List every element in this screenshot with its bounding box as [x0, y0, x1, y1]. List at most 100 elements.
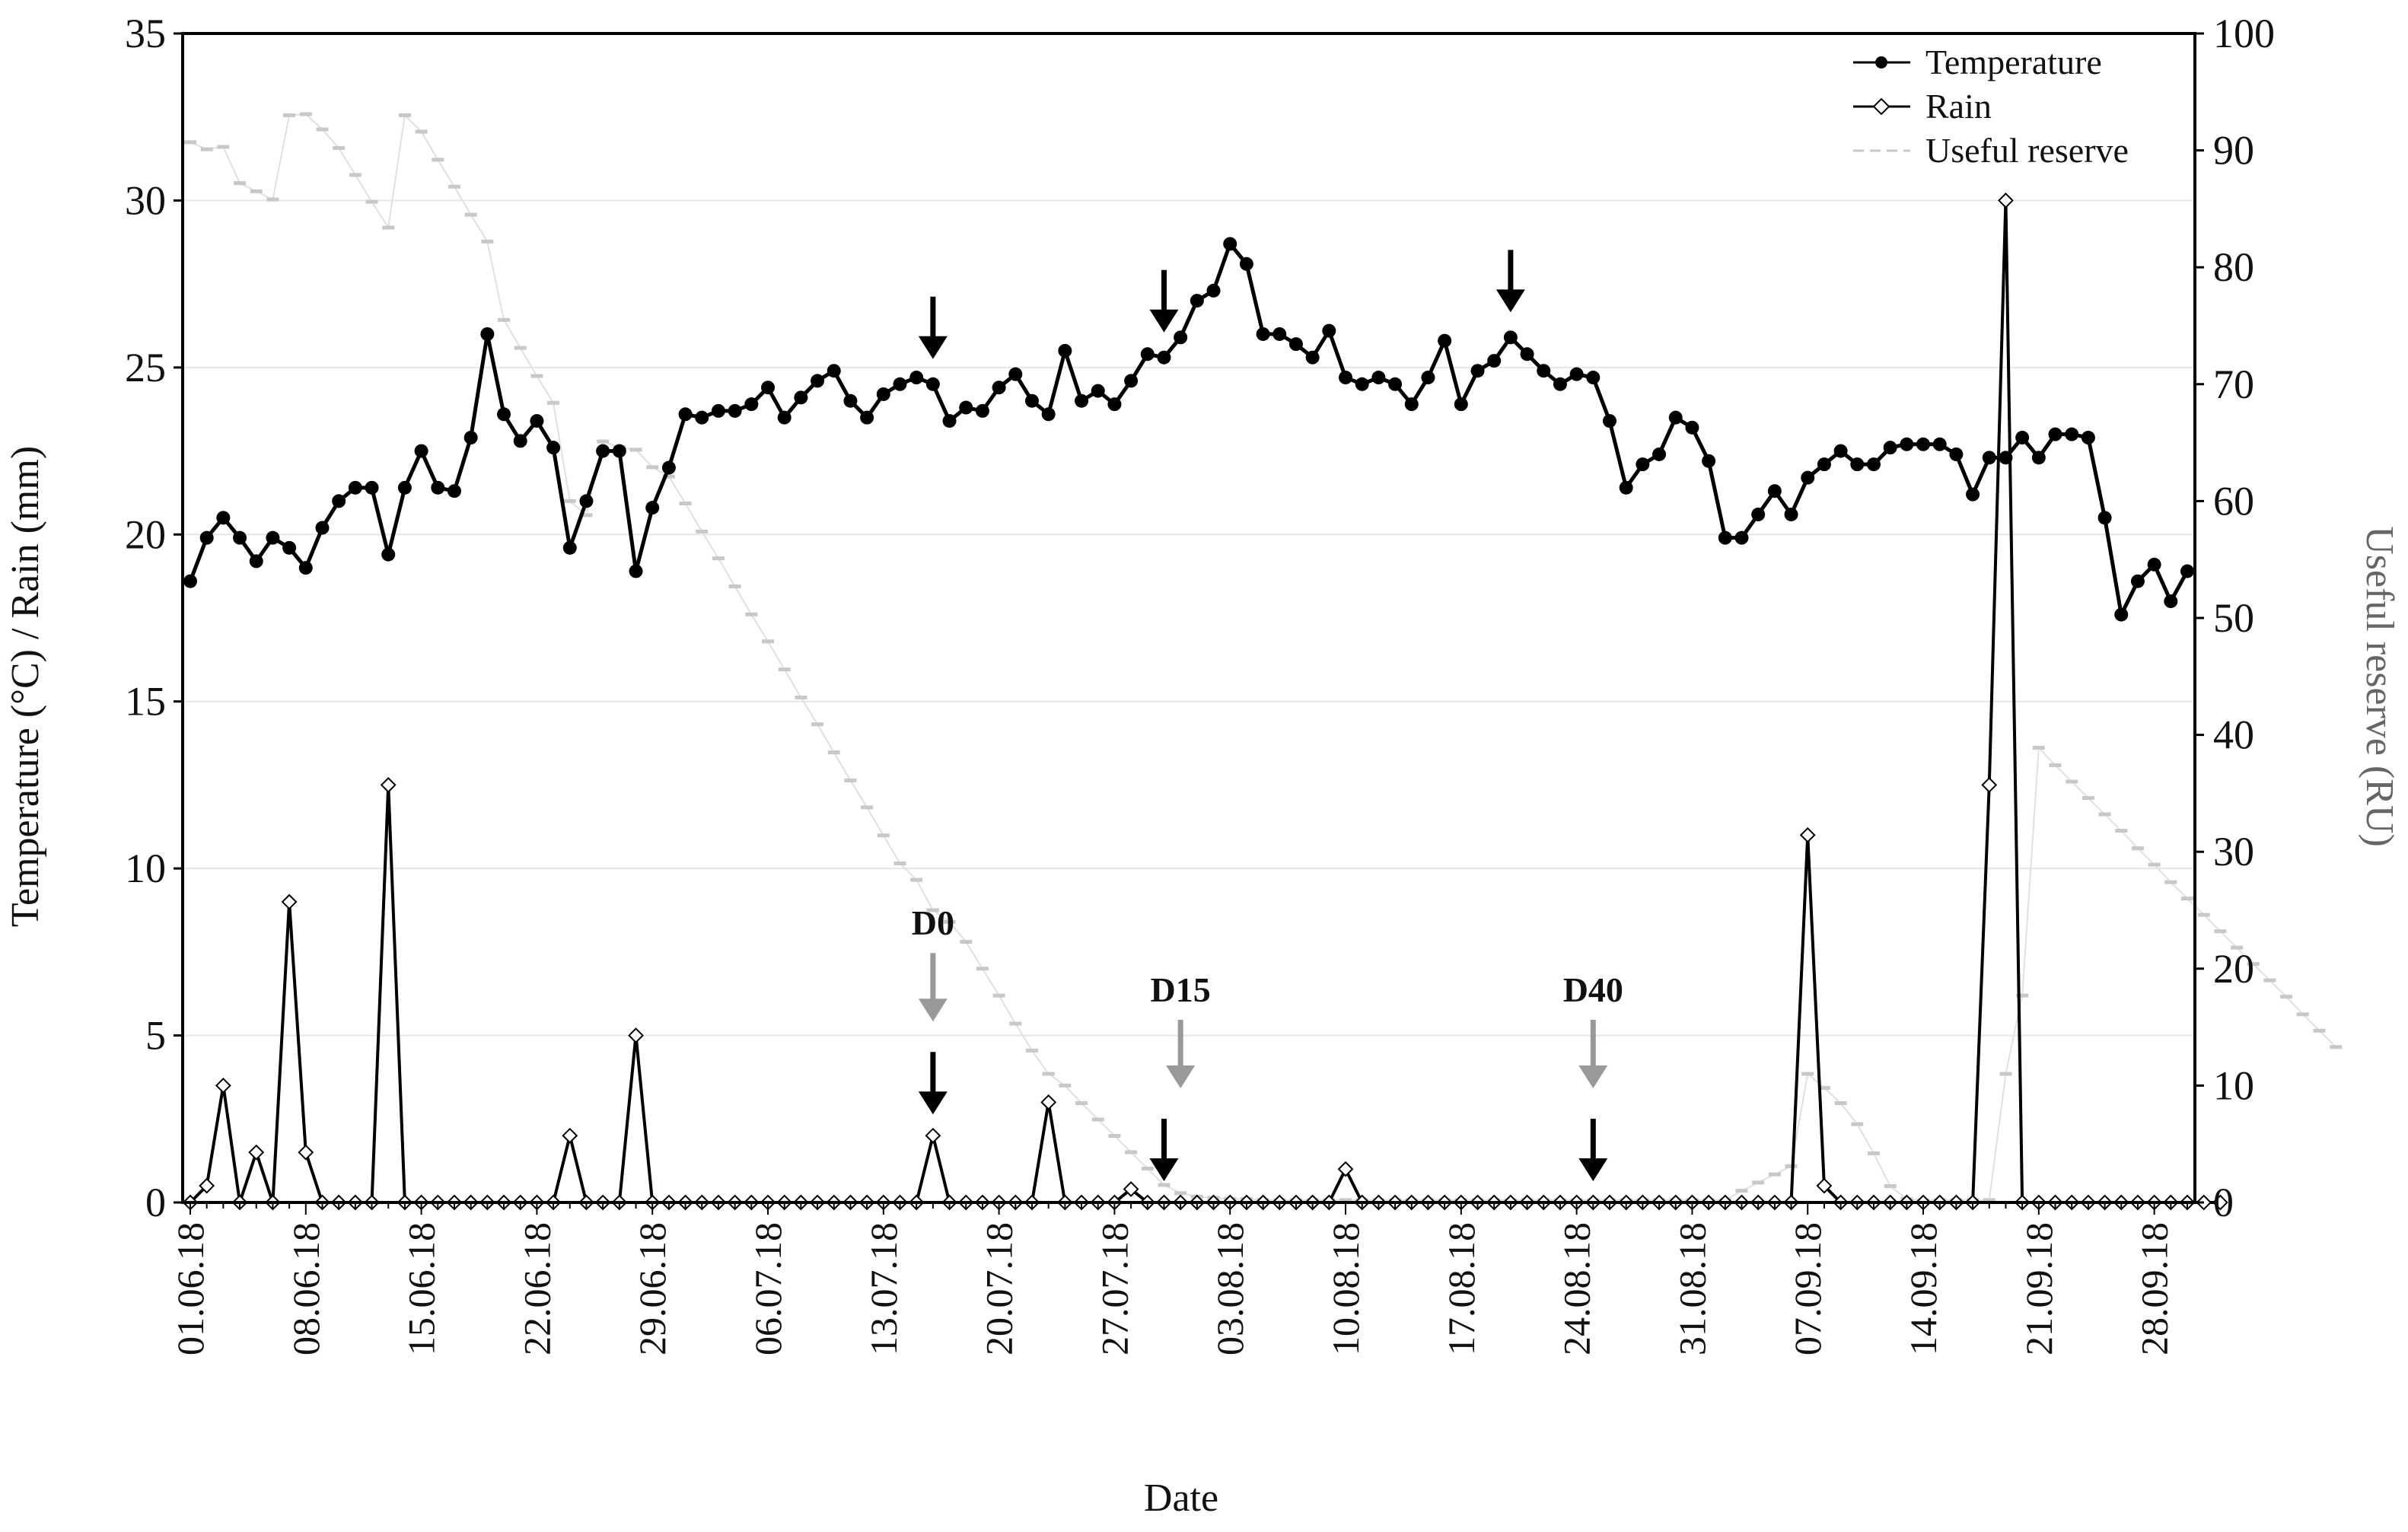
rain-event-arrow — [1149, 1119, 1179, 1181]
rain-point — [281, 893, 298, 910]
temperature-point — [1767, 484, 1782, 498]
sampling-day-label: D40 — [1563, 970, 1623, 1009]
rain-point — [248, 1144, 265, 1161]
sampling-day-arrow-head — [918, 999, 948, 1022]
temperature-point — [1751, 507, 1766, 521]
legend: Temperature Rain Useful reserve — [1827, 40, 2169, 177]
temperature-point — [1157, 350, 1171, 365]
y-tick-label: 35 — [125, 11, 166, 56]
rain-point — [1799, 827, 1816, 843]
rain-point — [562, 1127, 578, 1144]
rain-event-arrow-head — [1149, 1158, 1179, 1181]
temperature-point — [266, 530, 280, 545]
temperature-point — [777, 410, 792, 425]
x-tick-label: 20.07.18 — [978, 1222, 1021, 1355]
temperature-point — [1272, 326, 1287, 341]
rain-event-arrow — [918, 1052, 948, 1115]
temperature-point — [562, 540, 577, 555]
rain-point — [1998, 193, 2014, 209]
temperature-point — [711, 403, 725, 418]
temperature-point — [1355, 377, 1369, 391]
y2-axis-title: Useful reserve (RU) — [2358, 526, 2401, 847]
temperature-point — [2015, 431, 2030, 445]
temperature-event-arrow — [1495, 250, 1525, 313]
temperature-point — [1008, 367, 1023, 381]
rain-point — [215, 1077, 231, 1094]
temperature-point — [1553, 377, 1567, 391]
temperature-point — [1024, 393, 1039, 408]
temperature-point — [909, 371, 924, 385]
temperature-point — [1883, 441, 1897, 455]
temperature-point — [1223, 237, 1237, 251]
temperature-point — [1619, 480, 1633, 495]
temperature-point — [1140, 347, 1155, 362]
sampling-day-arrow-head — [1578, 1065, 1608, 1088]
temperature-point — [315, 521, 330, 535]
temperature-point — [992, 381, 1006, 395]
temperature-point — [1470, 364, 1485, 378]
y2-tick-label: 10 — [2213, 1062, 2254, 1108]
temperature-point — [1586, 371, 1601, 385]
rain-point — [1981, 777, 1998, 793]
temperature-point — [546, 441, 561, 455]
temperature-point — [1537, 364, 1551, 378]
temperature-point — [1256, 326, 1270, 341]
y2-tick-label: 30 — [2213, 829, 2254, 874]
temperature-point — [1999, 451, 2013, 465]
temperature-point — [1850, 457, 1865, 472]
temperature-point — [744, 397, 759, 412]
y2-tick-label: 50 — [2213, 595, 2254, 641]
temperature-point — [1288, 337, 1303, 352]
temperature-point — [2147, 557, 2161, 572]
temperature-point — [1801, 470, 1815, 485]
y2-tick-label: 40 — [2213, 712, 2254, 758]
temperature-point — [530, 414, 544, 428]
temperature-point — [860, 410, 874, 425]
rain-event-arrow — [1578, 1119, 1608, 1181]
sampling-day-label: D0 — [912, 903, 954, 942]
temperature-point — [596, 444, 610, 458]
temperature-point — [1668, 410, 1683, 425]
x-tick-label: 21.09.18 — [2018, 1222, 2060, 1355]
gridlines — [183, 199, 2195, 1037]
legend-reserve-label: Useful reserve — [1925, 131, 2129, 170]
rain-point — [2212, 1194, 2228, 1211]
temperature-point — [1949, 447, 1964, 461]
temperature-point — [1702, 454, 1716, 468]
temperature-point — [1371, 371, 1386, 385]
temperature-point — [811, 374, 825, 388]
x-tick-label: 28.09.18 — [2133, 1222, 2176, 1355]
temperature-point — [1685, 420, 1699, 435]
temperature-point — [645, 501, 660, 515]
y-tick-label: 0 — [145, 1180, 166, 1225]
temperature-point — [612, 444, 626, 458]
y-tick-label: 25 — [125, 345, 166, 390]
temperature-point — [1322, 323, 1336, 338]
temperature-point — [827, 364, 841, 378]
rain-point — [1816, 1177, 1833, 1194]
x-axis-title: Date — [1144, 1476, 1218, 1520]
x-tick-label: 14.09.18 — [1902, 1222, 1945, 1355]
temperature-point — [414, 444, 428, 458]
x-tick-label: 31.08.18 — [1671, 1222, 1713, 1355]
rain-point — [1040, 1094, 1057, 1110]
temperature-point — [1091, 384, 1105, 398]
x-tick-label: 13.07.18 — [862, 1222, 905, 1355]
temperature-point — [1784, 507, 1798, 521]
temperature-point — [579, 494, 594, 508]
temperature-point — [761, 381, 776, 395]
temperature-point — [2097, 511, 2112, 525]
annotations: D0 D15 D40 — [912, 250, 1623, 1181]
temperature-point — [1388, 377, 1403, 391]
sampling-day-arrow — [1166, 1020, 1196, 1088]
temperature-point — [183, 574, 197, 588]
temperature-point — [1932, 437, 1947, 451]
legend-rain-label: Rain — [1925, 87, 1992, 126]
rain-point — [1337, 1161, 1354, 1177]
temperature-point — [1636, 457, 1650, 472]
temperature-point — [1206, 283, 1221, 298]
temperature-point — [298, 561, 313, 575]
temperature-point — [2180, 564, 2194, 578]
rain-point — [925, 1127, 941, 1144]
